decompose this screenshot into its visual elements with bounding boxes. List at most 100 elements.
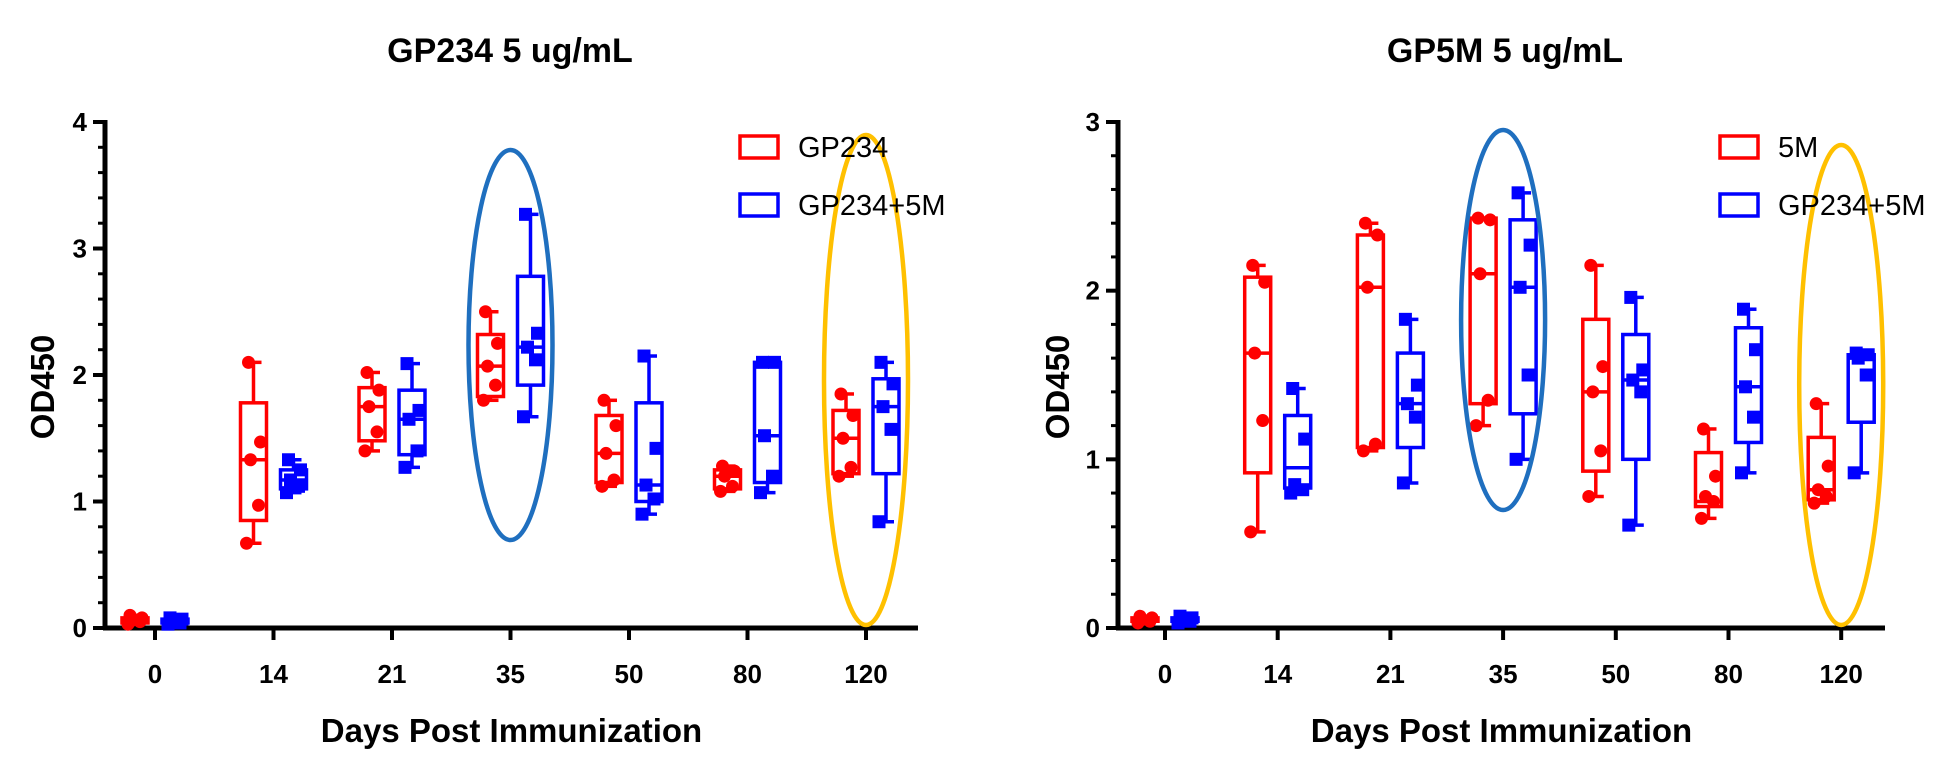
data-point (1133, 609, 1147, 623)
data-point (1636, 363, 1650, 377)
data-point (1626, 373, 1640, 387)
legend-label: GP234+5M (798, 190, 946, 222)
data-point (846, 408, 860, 422)
data-point (1749, 343, 1762, 357)
x-tick-label: 0 (1158, 659, 1172, 689)
data-point (1396, 476, 1410, 490)
data-point (635, 507, 649, 521)
data-point (412, 403, 426, 417)
data-point (726, 479, 739, 493)
series-red (120, 305, 861, 631)
x-tick-label: 14 (1263, 659, 1292, 689)
box-iqr (1242, 275, 1273, 475)
data-point (1596, 360, 1610, 374)
data-point (1697, 422, 1710, 436)
highlight-ellipse-120 (1796, 142, 1886, 628)
box-iqr (1282, 413, 1313, 490)
data-point (477, 393, 490, 407)
data-point (240, 536, 253, 550)
data-point (358, 444, 372, 458)
data-point (529, 353, 542, 367)
y-axis-label: OD450 (1039, 335, 1076, 440)
data-point (1861, 348, 1875, 362)
data-point (479, 305, 492, 319)
chart-title: GP234 5 ug/mL (387, 32, 633, 70)
data-point (1481, 393, 1495, 407)
data-point (766, 469, 779, 483)
data-point (1173, 609, 1187, 623)
data-point (254, 435, 267, 449)
data-point (1256, 414, 1270, 428)
data-point (1634, 385, 1648, 399)
x-tick-label: 14 (259, 659, 288, 689)
box-iqr (1846, 353, 1876, 424)
data-point (649, 441, 663, 455)
data-point (1709, 469, 1722, 483)
box-iqr (1581, 317, 1611, 473)
data-point (716, 459, 729, 473)
data-point (1586, 385, 1600, 399)
x-axis-label: Days Post Immunization (321, 712, 702, 749)
series-blue (1170, 186, 1876, 630)
data-point (519, 207, 532, 221)
data-point (609, 419, 623, 433)
data-point (1809, 397, 1823, 411)
data-point (884, 422, 898, 436)
data-point (175, 612, 189, 626)
data-point (1847, 466, 1861, 480)
x-tick-label: 35 (496, 659, 525, 689)
x-tick-label: 80 (1714, 659, 1743, 689)
data-point (360, 365, 374, 379)
data-point (1483, 213, 1497, 227)
data-point (874, 355, 888, 369)
x-tick-label: 35 (1489, 659, 1518, 689)
data-point (844, 460, 858, 474)
x-tick-label: 50 (1601, 659, 1630, 689)
data-point (1523, 238, 1537, 252)
data-point (280, 486, 293, 500)
data-point (1513, 280, 1527, 294)
data-point (521, 340, 534, 354)
data-point (607, 473, 621, 487)
x-axis-label: Days Post Immunization (1311, 712, 1692, 749)
box-iqr (1395, 351, 1426, 450)
data-point (252, 498, 265, 512)
box-iqr (1468, 216, 1498, 406)
data-point (123, 608, 137, 622)
data-point (1699, 489, 1712, 503)
data-point (1807, 496, 1821, 510)
data-point (1509, 452, 1523, 466)
data-point (1360, 280, 1374, 294)
y-tick-label: 0 (1086, 613, 1100, 643)
box-iqr (871, 377, 901, 476)
data-point (1368, 437, 1382, 451)
x-tick-label: 120 (844, 659, 887, 689)
box-iqr (752, 360, 783, 485)
box-iqr (1693, 450, 1724, 509)
data-point (1511, 186, 1525, 200)
data-point (1356, 444, 1370, 458)
data-point (1584, 258, 1598, 272)
data-point (372, 383, 386, 397)
data-point (1398, 312, 1412, 326)
data-point (718, 469, 731, 483)
box-iqr (831, 408, 861, 476)
y-tick-label: 3 (1086, 107, 1100, 137)
data-point (244, 453, 257, 467)
series-blue (160, 207, 901, 631)
data-point (517, 410, 530, 424)
data-point (135, 611, 149, 625)
legend-label: GP234 (798, 132, 888, 164)
data-point (1821, 459, 1835, 473)
chart-panel-2: GP5M 5 ug/mL OD450 Days Post Immunization 0… (1039, 32, 1926, 749)
data-point (886, 377, 900, 391)
data-point (647, 492, 661, 506)
data-point (832, 469, 846, 483)
data-point (754, 486, 767, 500)
data-point (410, 444, 424, 458)
legend-swatch (738, 134, 780, 160)
box-iqr (238, 401, 269, 523)
data-point (758, 429, 771, 443)
data-point (1594, 444, 1608, 458)
x-tick-label: 80 (733, 659, 762, 689)
